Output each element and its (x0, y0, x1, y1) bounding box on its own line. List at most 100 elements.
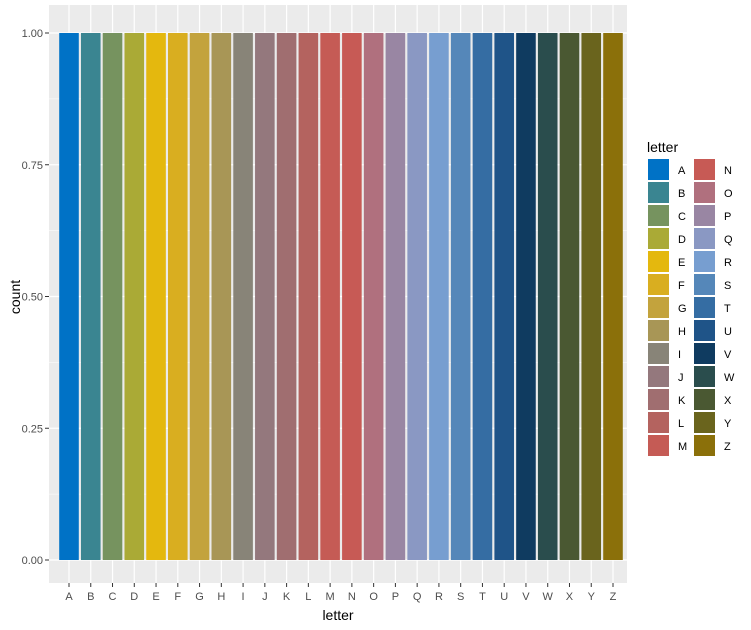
legend-key-U (694, 320, 715, 341)
bar-E (146, 33, 166, 560)
legend-label-D: D (678, 234, 686, 246)
legend-label-W: W (724, 372, 735, 384)
x-tick-label: E (152, 591, 159, 603)
legend-label-L: L (678, 418, 684, 430)
bar-F (168, 33, 188, 560)
legend-key-S (694, 274, 715, 295)
legend-key-Q (694, 228, 715, 249)
legend-label-M: M (678, 441, 687, 453)
x-tick-label: X (566, 591, 574, 603)
y-tick-label: 0.00 (22, 555, 43, 567)
x-tick-label: K (283, 591, 291, 603)
bar-D (124, 33, 145, 560)
x-tick-label: J (262, 591, 268, 603)
legend-key-I (648, 343, 669, 364)
bars (59, 33, 623, 560)
legend-label-T: T (724, 303, 731, 315)
legend-label-Y: Y (724, 418, 732, 430)
legend-key-N (694, 159, 715, 180)
legend-key-W (694, 366, 715, 387)
x-tick-label: U (500, 591, 508, 603)
legend-key-D (648, 228, 669, 249)
y-tick-label: 0.25 (22, 423, 43, 435)
y-tick-label: 0.50 (22, 292, 43, 304)
y-axis: 0.00 0.25 0.50 0.75 1.00 (22, 28, 49, 567)
bar-C (102, 33, 123, 560)
legend-key-C (648, 205, 669, 226)
bar-W (537, 33, 558, 560)
x-axis-title: letter (322, 607, 353, 623)
y-tick-label: 1.00 (22, 28, 43, 40)
legend-label-Z: Z (724, 441, 731, 453)
x-tick-label: S (457, 591, 464, 603)
bar-L (298, 33, 319, 560)
bar-T (472, 33, 493, 560)
legend-label-N: N (724, 165, 732, 177)
x-tick-label: R (435, 591, 443, 603)
bar-U (494, 33, 514, 560)
legend-key-P (694, 205, 715, 226)
legend-key-R (694, 251, 715, 272)
bar-I (233, 33, 253, 560)
bar-A (59, 33, 79, 560)
legend-label-B: B (678, 188, 685, 200)
bar-K (276, 33, 297, 560)
x-tick-label: N (348, 591, 356, 603)
bar-Y (581, 33, 602, 560)
bar-S (450, 33, 471, 560)
bar-X (559, 33, 580, 560)
legend-label-G: G (678, 303, 687, 315)
legend-label-R: R (724, 257, 732, 269)
x-tick-label: T (479, 591, 486, 603)
legend-key-J (648, 366, 669, 387)
legend-label-I: I (678, 349, 681, 361)
legend-key-M (648, 435, 669, 456)
bar-Z (603, 33, 623, 560)
legend-label-U: U (724, 326, 732, 338)
legend-title: letter (647, 139, 678, 155)
legend-label-P: P (724, 211, 731, 223)
bar-G (189, 33, 210, 560)
legend-key-A (648, 159, 669, 180)
legend-key-B (648, 182, 669, 203)
x-tick-label: O (369, 591, 378, 603)
bar-N (342, 33, 362, 560)
x-tick-label: H (217, 591, 225, 603)
x-tick-label: I (242, 591, 245, 603)
legend-label-Q: Q (724, 234, 733, 246)
bar-J (255, 33, 275, 560)
bar-B (80, 33, 101, 560)
x-tick-label: Y (588, 591, 596, 603)
x-tick-label: C (109, 591, 117, 603)
legend-key-X (694, 389, 715, 410)
x-tick-label: W (543, 591, 554, 603)
legend-label-K: K (678, 395, 686, 407)
legend-key-E (648, 251, 669, 272)
x-tick-label: Z (610, 591, 617, 603)
x-tick-label: A (65, 591, 73, 603)
bar-H (211, 33, 232, 560)
legend-key-T (694, 297, 715, 318)
legend-key-G (648, 297, 669, 318)
bar-P (385, 33, 406, 560)
legend-label-S: S (724, 280, 731, 292)
legend-key-F (648, 274, 669, 295)
legend-label-V: V (724, 349, 732, 361)
y-tick-label: 0.75 (22, 160, 43, 172)
x-tick-label: B (87, 591, 94, 603)
x-tick-label: P (392, 591, 399, 603)
legend-label-F: F (678, 280, 685, 292)
legend-key-O (694, 182, 715, 203)
legend-label-A: A (678, 165, 686, 177)
legend-label-E: E (678, 257, 685, 269)
x-tick-label: M (326, 591, 335, 603)
bar-V (516, 33, 536, 560)
bar-O (363, 33, 384, 560)
legend-key-V (694, 343, 715, 364)
y-axis-title: count (7, 280, 23, 314)
bar-M (320, 33, 340, 560)
x-tick-label: F (174, 591, 181, 603)
x-tick-label: L (305, 591, 311, 603)
